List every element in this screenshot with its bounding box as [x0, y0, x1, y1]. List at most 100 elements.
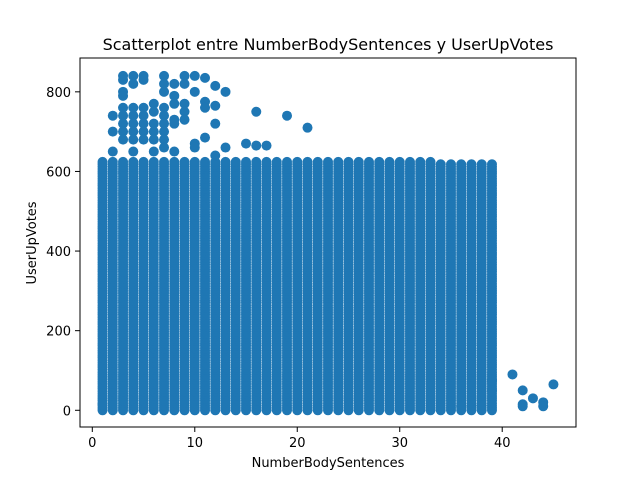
scatter-point	[517, 385, 528, 396]
scatter-point	[251, 156, 262, 167]
scatter-point	[241, 138, 252, 149]
scatter-point	[486, 385, 497, 396]
scatter-point	[97, 399, 108, 410]
x-axis-label: NumberBodySentences	[252, 456, 405, 471]
scatter-point	[118, 74, 129, 85]
scatter-point	[189, 142, 200, 153]
scatter-point	[456, 401, 467, 412]
scatter-point	[138, 74, 149, 85]
scatter-point	[220, 142, 231, 153]
scatter-point	[128, 78, 139, 89]
scatter-point	[404, 156, 415, 167]
x-tick-label: 10	[187, 436, 204, 451]
scatter-point	[128, 134, 139, 145]
scatter-point	[363, 156, 374, 167]
scatter-point	[118, 156, 129, 167]
scatter-point	[220, 156, 231, 167]
y-tick-label: 800	[46, 86, 71, 101]
scatter-point	[466, 159, 477, 170]
scatter-point	[179, 114, 190, 125]
scatter-point	[251, 140, 262, 151]
x-tick-label: 40	[494, 436, 511, 451]
y-tick-label: 0	[63, 404, 71, 419]
scatter-point	[456, 159, 467, 170]
scatter-point	[538, 401, 549, 412]
scatter-point	[261, 156, 272, 167]
points-layer	[97, 70, 559, 416]
scatter-point	[169, 156, 180, 167]
scatter-point	[148, 146, 159, 157]
scatter-point	[353, 156, 364, 167]
scatter-point	[169, 78, 180, 89]
scatter-point	[292, 156, 303, 167]
scatter-point	[169, 98, 180, 109]
scatter-point	[210, 150, 221, 161]
scatter-point	[302, 122, 313, 133]
scatter-point	[107, 156, 118, 167]
scatter-point	[302, 156, 313, 167]
scatter-point	[107, 110, 118, 121]
scatter-point	[97, 156, 108, 167]
y-tick-label: 600	[46, 165, 71, 180]
scatter-point	[118, 90, 129, 101]
scatter-point	[179, 78, 190, 89]
scatter-point	[200, 132, 211, 143]
scatter-point	[282, 156, 293, 167]
scatter-point	[241, 156, 252, 167]
scatter-point	[118, 134, 129, 145]
y-tick-label: 400	[46, 245, 71, 260]
scatter-point	[159, 156, 170, 167]
scatter-point	[476, 159, 487, 170]
scatter-point	[384, 156, 395, 167]
scatter-point	[200, 102, 211, 113]
scatter-point	[486, 159, 497, 170]
scatter-point	[323, 156, 333, 167]
scatter-point	[169, 146, 180, 157]
x-tick-label: 0	[88, 436, 96, 451]
scatter-point	[107, 126, 118, 137]
scatter-point	[517, 401, 528, 412]
scatter-point	[138, 156, 149, 167]
y-axis-ticks: 0 200 400 600 800	[46, 86, 80, 419]
scatter-point	[128, 146, 139, 157]
scatter-point	[148, 106, 159, 117]
scatter-point	[210, 80, 221, 91]
scatter-point	[189, 86, 200, 97]
x-tick-label: 30	[391, 436, 408, 451]
scatter-point	[200, 72, 211, 83]
scatter-point	[548, 379, 559, 390]
scatter-point	[189, 70, 200, 81]
scatter-point	[527, 393, 538, 404]
x-axis-ticks: 0 10 20 30 40	[88, 427, 510, 451]
scatter-point	[507, 369, 518, 380]
scatter-point	[312, 156, 323, 167]
scatter-point	[138, 134, 149, 145]
scatter-point	[200, 156, 211, 167]
scatter-point	[271, 156, 282, 167]
scatter-point	[394, 156, 405, 167]
x-tick-label: 20	[289, 436, 306, 451]
chart-title: Scatterplot entre NumberBodySentences y …	[103, 35, 554, 54]
scatter-point	[159, 142, 170, 153]
scatter-point	[374, 156, 385, 167]
scatter-point	[435, 159, 446, 170]
scatter-point	[210, 100, 221, 111]
scatter-point	[169, 118, 180, 129]
scatter-point	[107, 146, 118, 157]
scatter-point	[415, 156, 426, 167]
y-tick-label: 200	[46, 325, 71, 340]
y-axis-label: UserUpVotes	[25, 201, 40, 284]
scatter-point	[486, 375, 497, 386]
scatter-point	[261, 140, 272, 151]
scatter-point	[148, 156, 159, 167]
scatter-point	[189, 156, 200, 167]
scatter-point	[251, 106, 262, 117]
scatter-point	[282, 110, 293, 121]
scatter-point	[220, 86, 231, 97]
scatter-point	[148, 134, 159, 145]
scatter-point	[128, 156, 139, 167]
scatter-point	[230, 156, 241, 167]
scatter-point	[159, 86, 170, 97]
scatter-point	[333, 156, 344, 167]
